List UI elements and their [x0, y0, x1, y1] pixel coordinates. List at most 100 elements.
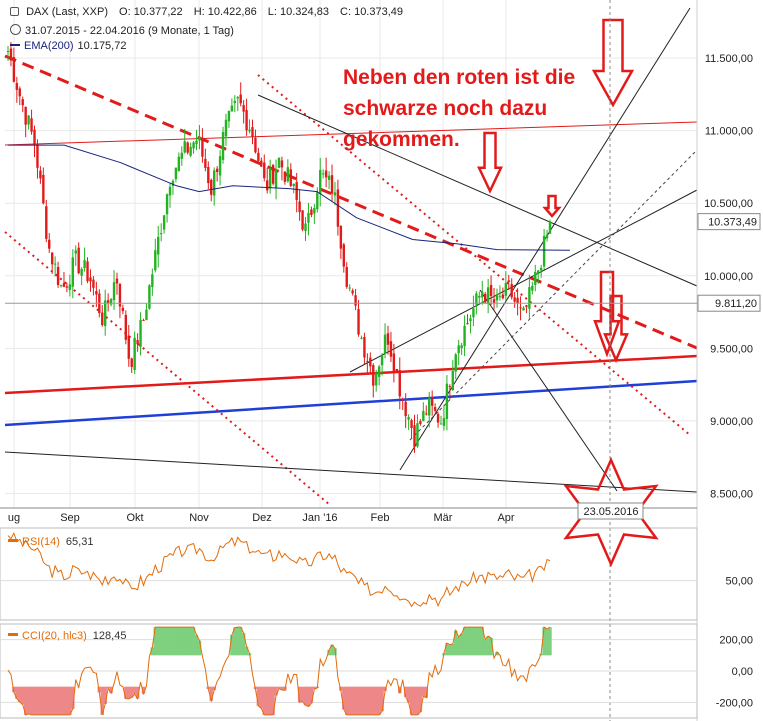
candle-body — [483, 293, 487, 303]
trend-line — [4, 54, 698, 350]
candle-body — [80, 268, 83, 276]
candle-body — [174, 167, 178, 180]
candle-body — [495, 294, 499, 301]
candle-body — [345, 267, 348, 287]
candle-body — [12, 57, 16, 82]
candlesticks — [6, 42, 552, 454]
candle-body — [221, 132, 225, 160]
candle-body — [292, 183, 295, 186]
candle-body — [77, 247, 80, 274]
candle-body — [257, 152, 260, 161]
candle-body — [466, 323, 469, 325]
candle-body — [109, 299, 113, 305]
price-badge-label: 9.811,20 — [715, 298, 757, 310]
rsi-legend: RSI(14) 65,31 — [8, 536, 93, 548]
candle-body — [30, 118, 33, 132]
candle-body — [112, 282, 116, 301]
candle-body — [316, 192, 319, 210]
candle-body — [251, 127, 254, 137]
candle-body — [280, 160, 284, 168]
candle-body — [413, 425, 416, 447]
candle-body — [192, 142, 195, 149]
candle-body — [534, 271, 537, 285]
candle-body — [469, 318, 472, 322]
candle-body — [354, 295, 357, 306]
ema-legend: EMA(200) 10.175,72 — [10, 40, 134, 52]
candle-body — [59, 285, 63, 287]
candle-body — [24, 106, 27, 125]
cci-axis-label: 0,00 — [732, 666, 753, 678]
candle-body — [510, 284, 513, 298]
candle-body — [177, 156, 181, 171]
rsi-line — [7, 531, 551, 608]
rsi-value: 65,31 — [65, 536, 94, 548]
candle-body — [360, 337, 363, 339]
candle-body — [165, 194, 169, 215]
clock-icon — [10, 24, 21, 35]
cci-line — [7, 626, 551, 716]
high-value: H: 10.422,86 — [193, 6, 257, 18]
cci-axis-label: 200,00 — [719, 635, 753, 647]
date-tick-label: Mär — [434, 512, 453, 524]
candle-body — [401, 398, 404, 400]
candle-body — [492, 299, 496, 303]
candle-body — [475, 293, 478, 305]
candle-body — [9, 48, 13, 61]
date-tick-label: Nov — [189, 512, 209, 524]
candle-body — [33, 129, 36, 146]
candle-body — [442, 418, 446, 426]
candle-body — [404, 401, 407, 417]
candle-body — [139, 319, 142, 347]
candle-body — [392, 353, 396, 374]
candle-body — [504, 283, 508, 296]
candle-body — [133, 337, 136, 370]
down-arrow-icon — [593, 270, 621, 358]
candle-body — [189, 146, 192, 156]
trend-line — [4, 379, 698, 427]
ema-swatch — [10, 44, 20, 46]
candle-body — [215, 168, 219, 172]
candle-body — [195, 140, 198, 145]
candle-body — [50, 252, 54, 265]
candle-body — [416, 423, 419, 447]
candle-body — [548, 221, 552, 234]
period-label: 31.07.2015 - 22.04.2016 (9 Monate, 1 Tag… — [25, 25, 234, 37]
candle-body — [372, 365, 375, 386]
candle-body — [212, 170, 216, 196]
candle-body — [481, 292, 484, 298]
candle-body — [478, 295, 481, 298]
candle-body — [171, 180, 175, 187]
candle-body — [224, 119, 228, 137]
candle-body — [115, 278, 119, 284]
candle-body — [425, 413, 428, 415]
date-marker: 23.05.2016 — [563, 456, 659, 568]
candle-body — [65, 286, 69, 288]
candle-body — [106, 300, 110, 304]
candle-body — [430, 397, 434, 406]
candle-body — [86, 261, 89, 282]
candle-body — [380, 355, 384, 366]
candle-body — [162, 215, 166, 230]
price-badge-label: 10.373,49 — [708, 217, 757, 229]
candle-body — [463, 325, 466, 347]
candle-body — [457, 345, 460, 354]
candle-body — [83, 260, 86, 269]
candle-body — [218, 156, 222, 176]
candle-body — [351, 290, 354, 294]
trend-line — [409, 149, 698, 441]
candle-body — [42, 174, 45, 204]
candle-body — [410, 420, 413, 428]
trend-line — [257, 74, 691, 436]
date-tick-label: Sep — [60, 512, 80, 524]
candle-body — [407, 417, 410, 420]
candle-body — [342, 244, 346, 267]
candle-body — [307, 212, 310, 223]
close-value: C: 10.373,49 — [340, 6, 404, 18]
annotation-line-1: Neben den roten ist die — [343, 66, 576, 89]
candle-body — [542, 236, 546, 267]
candle-body — [277, 157, 281, 168]
candle-body — [319, 169, 322, 194]
trend-line — [349, 189, 698, 373]
annotation-line-2: schwarze noch dazu — [343, 97, 548, 120]
candle-body — [21, 99, 24, 106]
